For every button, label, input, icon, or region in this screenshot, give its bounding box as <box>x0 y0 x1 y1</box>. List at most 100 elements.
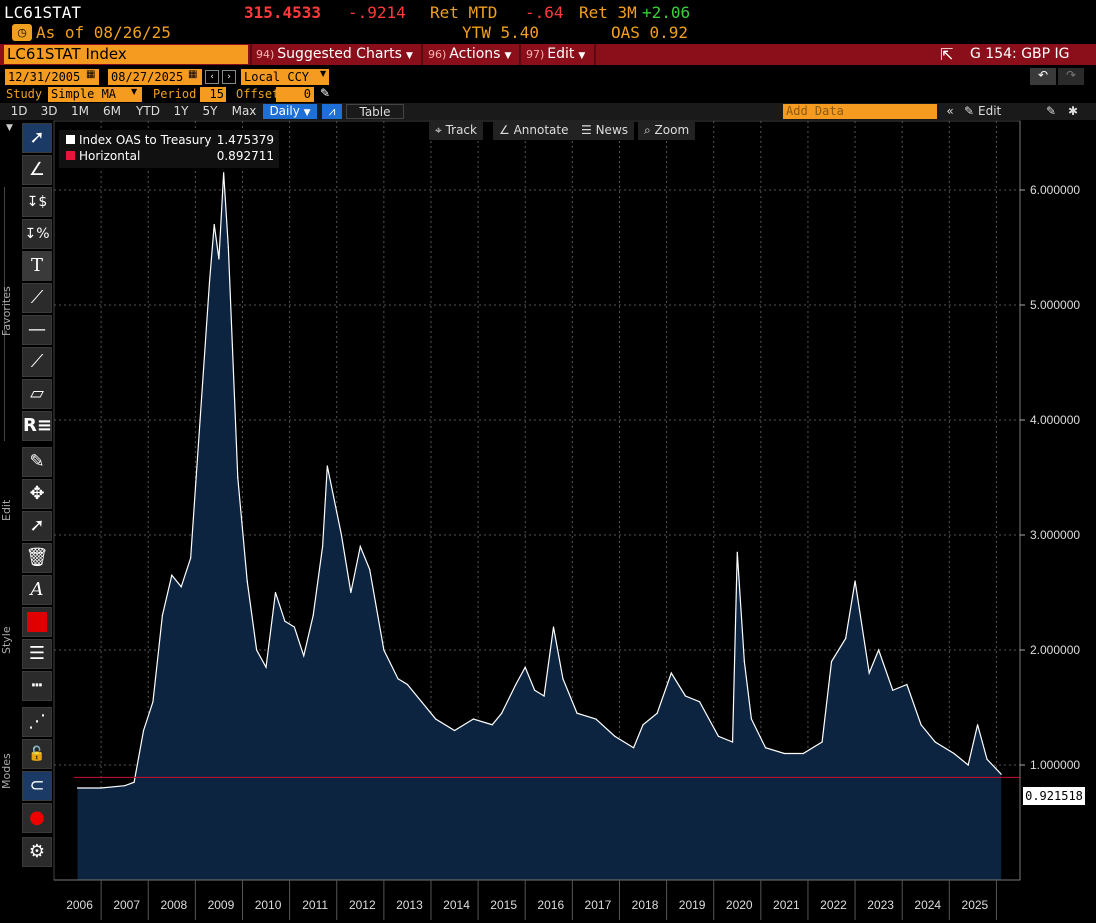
data-point <box>303 655 305 657</box>
range-ytd[interactable]: YTD <box>136 104 160 118</box>
color-swatch-icon[interactable] <box>22 607 52 637</box>
prev-period-icon[interactable]: ‹ <box>205 70 219 84</box>
oas-value: OAS 0.92 <box>611 23 689 42</box>
series-area <box>77 172 1002 880</box>
pencil-icon[interactable]: ✎ <box>22 447 52 477</box>
frequency-select[interactable]: Daily ▼ <box>263 104 317 119</box>
actions-menu[interactable]: 96) Actions ▼ <box>428 46 511 63</box>
currency-select[interactable]: Local CCY <box>241 69 329 85</box>
track-tool[interactable]: ⌖ Track <box>429 121 483 140</box>
offset-input[interactable]: 0 <box>276 87 314 102</box>
color-dots-icon[interactable]: ● <box>22 803 52 833</box>
as-of-date: As of 08/26/25 <box>36 23 171 42</box>
add-data-input[interactable]: Add Data <box>783 104 937 119</box>
range-max[interactable]: Max <box>231 104 257 118</box>
data-point <box>878 649 880 651</box>
x-tick-label: 2011 <box>302 898 328 912</box>
data-point <box>312 614 314 617</box>
font-icon[interactable]: A <box>22 575 52 605</box>
menu-number: 97) <box>526 48 545 61</box>
data-point <box>284 620 286 622</box>
x-tick-label: 2006 <box>66 898 93 912</box>
edit-icon[interactable]: ✎ <box>1045 104 1057 118</box>
edit-label: Edit <box>0 500 22 534</box>
track-label: Track <box>445 123 477 137</box>
data-point <box>633 747 635 749</box>
retracement-icon[interactable]: R≡ <box>22 411 52 441</box>
percent-marker-icon[interactable]: ↧% <box>22 219 52 249</box>
y-tick-label: 2.000000 <box>1030 643 1080 657</box>
launch-icon[interactable]: ⇱ <box>940 45 954 64</box>
collapse-icon[interactable]: « <box>946 104 954 118</box>
range-3d[interactable]: 3D <box>40 104 58 118</box>
range-1y[interactable]: 1Y <box>173 104 189 118</box>
ray-icon[interactable]: ⟋ <box>22 347 52 377</box>
range-6m[interactable]: 6M <box>103 104 121 118</box>
group-label[interactable]: G 154: GBP IG <box>970 46 1070 62</box>
menu-bar: LC61STAT Index 94) Suggested Charts ▼ 96) A… <box>0 44 1096 65</box>
data-point <box>934 741 936 743</box>
data-point <box>435 718 437 720</box>
redo-icon[interactable]: ↷ <box>1058 68 1084 85</box>
next-period-icon[interactable]: › <box>222 70 236 84</box>
caret-down-icon: ▼ <box>405 51 413 61</box>
line-chart-icon[interactable]: ⩘ <box>322 104 342 119</box>
security-title[interactable]: LC61STAT Index <box>4 45 248 64</box>
start-date-input[interactable]: 12/31/2005 <box>5 69 99 85</box>
data-point <box>397 678 399 680</box>
edit-text: Edit <box>0 499 13 521</box>
end-date-input[interactable]: 08/27/2025 <box>108 69 202 85</box>
undo-icon[interactable]: ↶ <box>1030 68 1056 85</box>
price-marker-icon[interactable]: ↧$ <box>22 187 52 217</box>
edit-menu[interactable]: 97) Edit ▼ <box>526 46 585 63</box>
period-input[interactable]: 15 <box>200 87 226 102</box>
line-style-icon[interactable]: ┅ <box>22 671 52 701</box>
range-1m[interactable]: 1M <box>71 104 89 118</box>
lock-icon[interactable]: 🔓 <box>22 739 52 769</box>
x-tick-label: 2016 <box>537 898 564 912</box>
line-weight-icon[interactable]: ☰ <box>22 639 52 669</box>
dotted-line-icon[interactable]: ⋰ <box>22 707 52 737</box>
data-point <box>1000 773 1002 775</box>
data-point <box>369 568 371 571</box>
suggested-charts-menu[interactable]: 94) Suggested Charts ▼ <box>256 46 413 63</box>
legend-item: Index OAS to Treasury 1.475379 <box>66 133 276 147</box>
legend-swatch <box>66 151 75 160</box>
trendline-icon[interactable]: ⟋ <box>22 283 52 313</box>
range-1d[interactable]: 1D <box>10 104 28 118</box>
pencil-icon[interactable]: ✎ <box>320 86 331 100</box>
data-point <box>76 787 79 789</box>
annotate-tool[interactable]: ∠ Annotate <box>493 121 575 140</box>
menu-divider <box>594 44 596 65</box>
pointer-icon[interactable]: ➚ <box>22 123 52 153</box>
clock-icon[interactable]: ◷ <box>12 24 32 41</box>
calendar-icon[interactable]: ▦ <box>188 69 198 80</box>
zoom-label: Zoom <box>654 123 690 137</box>
magnet-icon[interactable]: ⊂ <box>22 771 52 801</box>
draw-line-icon[interactable]: ∠ <box>22 155 52 185</box>
zoom-tool[interactable]: ⌕ Zoom <box>638 121 696 140</box>
data-point <box>684 695 687 697</box>
calendar-icon[interactable]: ▦ <box>86 69 96 80</box>
range-5y[interactable]: 5Y <box>202 104 218 118</box>
data-point <box>614 735 616 737</box>
text-icon[interactable]: T <box>22 251 52 281</box>
edit-chart-button[interactable]: Edit Chart <box>978 104 1011 133</box>
data-point <box>326 465 328 467</box>
select-add-icon[interactable]: ➚ <box>22 511 52 541</box>
channel-icon[interactable]: ▱ <box>22 379 52 409</box>
trash-icon[interactable]: 🗑 <box>22 543 52 573</box>
x-tick-label: 2020 <box>726 898 753 912</box>
move-icon[interactable]: ✥ <box>22 479 52 509</box>
data-point <box>920 724 922 726</box>
gear-icon[interactable]: ✱ <box>1067 104 1079 118</box>
settings-gear-icon[interactable]: ⚙ <box>22 837 52 867</box>
horizontal-line-icon[interactable]: — <box>22 315 52 345</box>
news-tool[interactable]: ☰ News <box>575 121 635 140</box>
caret-down-icon: ▼ <box>303 108 311 118</box>
table-button[interactable]: Table <box>346 104 404 119</box>
data-point <box>124 785 126 787</box>
study-select[interactable]: Simple MA <box>48 87 142 102</box>
data-point <box>383 649 385 651</box>
collapse-arrow-icon[interactable]: ▼ <box>6 123 13 133</box>
